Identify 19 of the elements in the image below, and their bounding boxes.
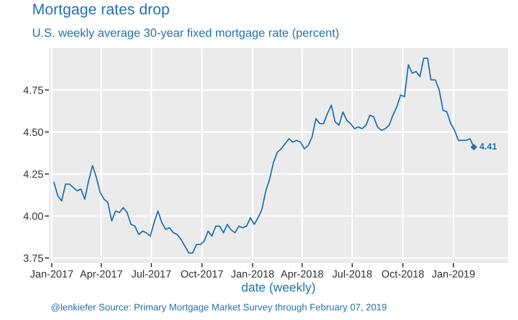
y-tick-label: 4.75: [23, 86, 44, 94]
x-tick-label: Jan-2017: [30, 270, 73, 278]
y-tick-label: 4.25: [23, 170, 44, 178]
x-tick-label: Jan-2019: [432, 270, 475, 278]
annotation: 4.41: [480, 143, 497, 150]
y-tick-label: 3.75: [24, 254, 44, 262]
x-tick-label: Jul-2018: [332, 270, 372, 278]
x-tick-label: Jul-2017: [132, 270, 171, 278]
y-tick-label: 4.50: [23, 128, 44, 136]
chart-title: Mortgage rates drop: [33, 3, 170, 18]
chart-subtitle: U.S. weekly average 30-year fixed mortgage rate (percent): [33, 28, 338, 40]
x-tick-label: Apr-2018: [280, 270, 324, 280]
y-tick-label: 4.00: [23, 212, 44, 220]
x-tick-label: Oct-2017: [181, 270, 223, 278]
x-tick-label: Jan-2018: [231, 270, 274, 278]
x-tick-label: Oct-2018: [382, 270, 424, 278]
x-axis-title: date (weekly): [242, 282, 315, 294]
x-tick-label: Apr-2017: [80, 270, 122, 280]
text: @lenkiefer Source: Primary Mortgage Market Survey through February 07, 2019: [52, 304, 386, 312]
